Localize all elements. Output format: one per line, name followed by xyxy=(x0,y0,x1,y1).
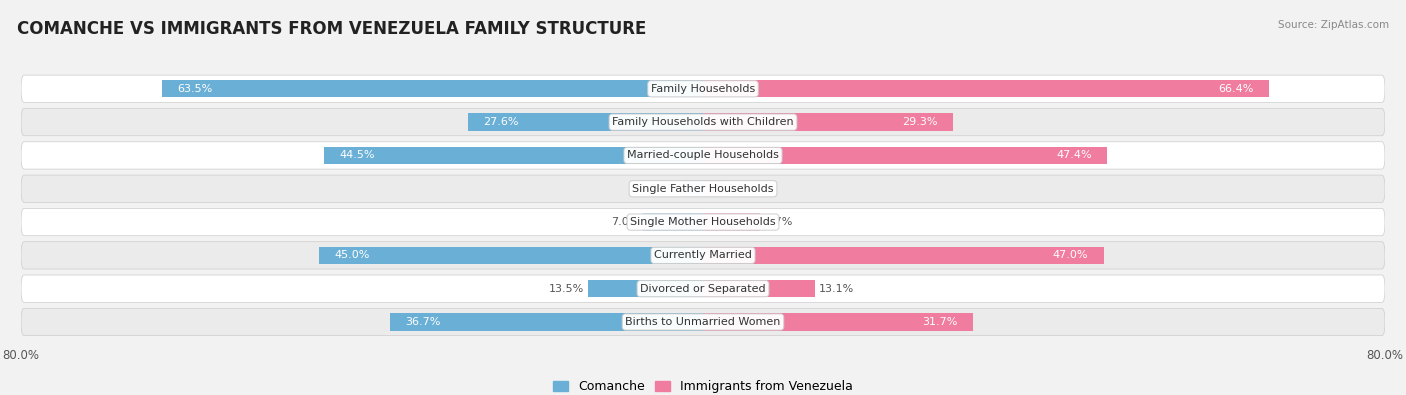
Text: 2.3%: 2.3% xyxy=(727,184,755,194)
Text: 7.0%: 7.0% xyxy=(610,217,640,227)
FancyBboxPatch shape xyxy=(21,242,1385,269)
Text: 47.0%: 47.0% xyxy=(1053,250,1088,260)
Text: 29.3%: 29.3% xyxy=(901,117,938,127)
Bar xyxy=(703,213,761,231)
FancyBboxPatch shape xyxy=(21,109,1385,136)
Text: Births to Unmarried Women: Births to Unmarried Women xyxy=(626,317,780,327)
Bar xyxy=(319,247,703,264)
Bar xyxy=(682,180,703,198)
FancyBboxPatch shape xyxy=(21,275,1385,302)
FancyBboxPatch shape xyxy=(21,209,1385,236)
FancyBboxPatch shape xyxy=(21,142,1385,169)
Text: 13.1%: 13.1% xyxy=(818,284,855,294)
Text: Single Father Households: Single Father Households xyxy=(633,184,773,194)
FancyBboxPatch shape xyxy=(21,308,1385,336)
Text: Divorced or Separated: Divorced or Separated xyxy=(640,284,766,294)
Bar xyxy=(588,280,703,297)
Text: Currently Married: Currently Married xyxy=(654,250,752,260)
Bar xyxy=(644,213,703,231)
Bar xyxy=(323,147,703,164)
Bar xyxy=(703,247,1104,264)
Text: 47.4%: 47.4% xyxy=(1056,150,1091,160)
Text: COMANCHE VS IMMIGRANTS FROM VENEZUELA FAMILY STRUCTURE: COMANCHE VS IMMIGRANTS FROM VENEZUELA FA… xyxy=(17,20,647,38)
Bar xyxy=(703,80,1270,98)
Bar xyxy=(703,280,814,297)
Bar xyxy=(162,80,703,98)
Text: Family Households with Children: Family Households with Children xyxy=(612,117,794,127)
Text: 31.7%: 31.7% xyxy=(922,317,957,327)
Text: 6.7%: 6.7% xyxy=(765,217,793,227)
Text: 44.5%: 44.5% xyxy=(339,150,374,160)
Legend: Comanche, Immigrants from Venezuela: Comanche, Immigrants from Venezuela xyxy=(548,375,858,395)
Text: Married-couple Households: Married-couple Households xyxy=(627,150,779,160)
Bar xyxy=(703,313,973,331)
Text: Source: ZipAtlas.com: Source: ZipAtlas.com xyxy=(1278,20,1389,30)
Text: Family Households: Family Households xyxy=(651,84,755,94)
Bar xyxy=(703,147,1107,164)
Bar xyxy=(468,113,703,131)
FancyBboxPatch shape xyxy=(21,175,1385,202)
FancyBboxPatch shape xyxy=(21,75,1385,102)
Text: Single Mother Households: Single Mother Households xyxy=(630,217,776,227)
Text: 2.5%: 2.5% xyxy=(650,184,678,194)
Text: 45.0%: 45.0% xyxy=(335,250,370,260)
Bar xyxy=(703,113,953,131)
Text: 27.6%: 27.6% xyxy=(484,117,519,127)
Bar xyxy=(703,180,723,198)
Text: 13.5%: 13.5% xyxy=(548,284,583,294)
Text: 36.7%: 36.7% xyxy=(405,317,441,327)
Bar xyxy=(391,313,703,331)
Text: 63.5%: 63.5% xyxy=(177,84,212,94)
Text: 66.4%: 66.4% xyxy=(1218,84,1254,94)
